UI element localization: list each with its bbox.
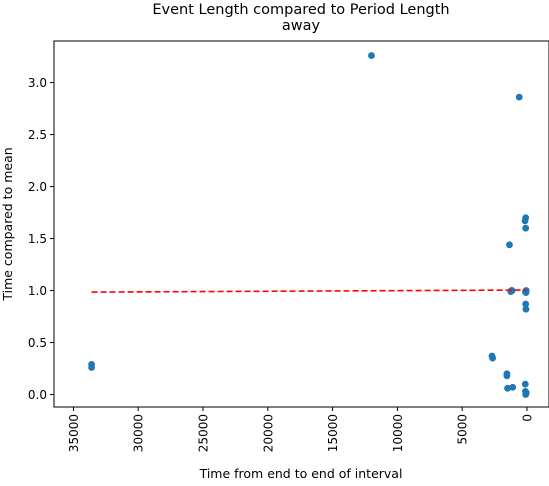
y-tick-label: 2.5 — [28, 128, 47, 142]
data-point — [522, 305, 530, 313]
plot-data — [88, 52, 530, 398]
data-point — [521, 217, 529, 225]
y-tick-label: 0.0 — [28, 388, 47, 402]
data-point — [508, 287, 516, 294]
data-point — [368, 52, 375, 59]
y-tick-label: 0.5 — [28, 336, 47, 350]
chart-title-line-2: away — [282, 18, 321, 34]
data-point — [522, 390, 530, 397]
y-axis-label: Time compared to mean — [0, 147, 15, 301]
x-tick-label: 20000 — [261, 414, 275, 452]
data-point — [504, 384, 511, 392]
plot-frame — [53, 40, 549, 408]
x-axis-label: Time from end to end of interval — [199, 466, 403, 481]
data-point — [489, 354, 497, 362]
axes: 0.0 0.5 1.0 1.5 2.0 2.5 3.0 35000 30000 25000 2000… — [28, 76, 535, 452]
y-tick-label: 1.5 — [28, 232, 47, 246]
x-tick-label: 25000 — [197, 414, 211, 452]
data-point — [503, 372, 511, 380]
y-tick-label: 3.0 — [28, 76, 47, 90]
data-point — [88, 364, 95, 371]
x-tick-label: 5000 — [456, 414, 470, 445]
data-point — [522, 300, 530, 308]
x-tick-label: 15000 — [326, 414, 340, 452]
x-tick-label: 35000 — [67, 414, 81, 452]
y-tick-label: 1.0 — [28, 284, 47, 298]
trend-line — [91, 289, 527, 293]
data-point — [509, 383, 517, 391]
data-point — [522, 224, 530, 232]
data-point — [515, 93, 523, 101]
chart-title-line-1: Event Length compared to Period Length — [152, 2, 449, 18]
data-point — [506, 241, 513, 249]
x-tick-label: 0 — [520, 414, 534, 422]
x-tick-label: 30000 — [132, 414, 146, 452]
data-point — [521, 380, 529, 388]
x-tick-label: 10000 — [391, 414, 405, 452]
y-tick-label: 2.0 — [28, 180, 47, 194]
